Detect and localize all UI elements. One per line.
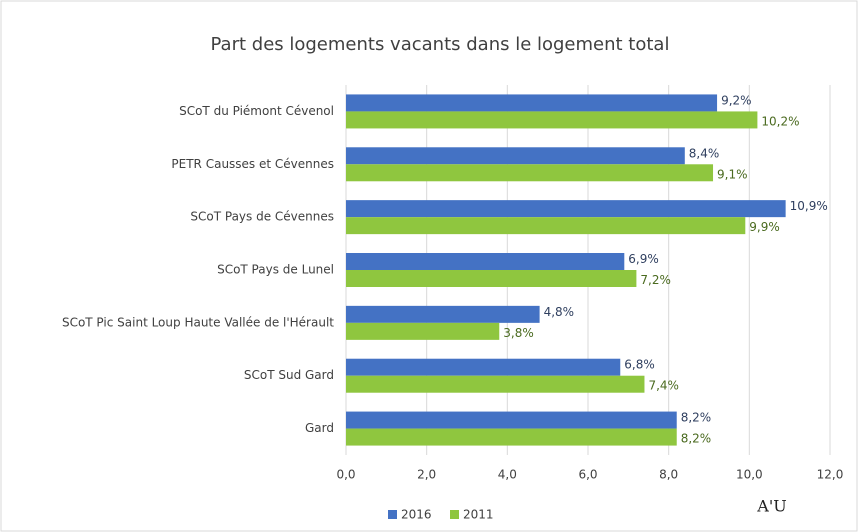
- y-tick-label: PETR Causses et Cévennes: [171, 157, 334, 171]
- bar: [346, 147, 685, 165]
- bar: [346, 253, 625, 270]
- y-tick-label: SCoT Pays de Cévennes: [190, 210, 334, 224]
- bar: [346, 111, 758, 129]
- bar: [346, 164, 714, 182]
- bar: [346, 375, 645, 393]
- logo: A'U: [756, 497, 786, 516]
- value-label: 4,8%: [544, 305, 575, 319]
- y-tick-label: SCoT Pic Saint Loup Haute Vallée de l'Hé…: [62, 315, 334, 329]
- bar: [346, 411, 677, 429]
- x-tick-label: 0,0: [336, 468, 355, 482]
- legend-swatch: [388, 510, 397, 519]
- x-tick-label: 2,0: [417, 468, 436, 482]
- bar: [346, 270, 637, 287]
- bar: [346, 305, 540, 323]
- x-tick-label: 6,0: [578, 468, 597, 482]
- y-tick-label: SCoT Pays de Lunel: [217, 263, 334, 277]
- value-label: 10,2%: [761, 114, 799, 128]
- value-label: 6,8%: [624, 358, 655, 372]
- bar: [346, 322, 500, 340]
- value-label: 9,2%: [721, 93, 752, 107]
- x-tick-label: 10,0: [736, 468, 763, 482]
- x-tick-label: 8,0: [659, 468, 678, 482]
- bar: [346, 200, 786, 218]
- bar: [346, 358, 621, 376]
- legend-swatch: [450, 510, 459, 519]
- y-tick-label: Gard: [305, 421, 334, 435]
- legend-label: 2011: [463, 508, 494, 522]
- value-label: 10,9%: [790, 199, 828, 213]
- value-label: 8,2%: [681, 411, 712, 425]
- bar: [346, 217, 746, 235]
- bar: [346, 428, 677, 446]
- value-label: 7,2%: [640, 273, 671, 287]
- value-label: 8,4%: [689, 146, 720, 160]
- legend-label: 2016: [401, 508, 432, 522]
- x-tick-label: 12,0: [817, 468, 844, 482]
- value-label: 7,4%: [648, 379, 679, 393]
- value-label: 9,9%: [749, 220, 780, 234]
- y-tick-label: SCoT Sud Gard: [244, 368, 334, 382]
- x-tick-label: 4,0: [498, 468, 517, 482]
- value-label: 6,9%: [628, 252, 659, 266]
- bar: [346, 94, 718, 112]
- value-label: 9,1%: [717, 167, 748, 181]
- value-label: 3,8%: [503, 326, 534, 340]
- chart-title: Part des logements vacants dans le logem…: [211, 34, 670, 55]
- value-label: 8,2%: [681, 432, 712, 446]
- y-tick-label: SCoT du Piémont Cévenol: [179, 104, 334, 118]
